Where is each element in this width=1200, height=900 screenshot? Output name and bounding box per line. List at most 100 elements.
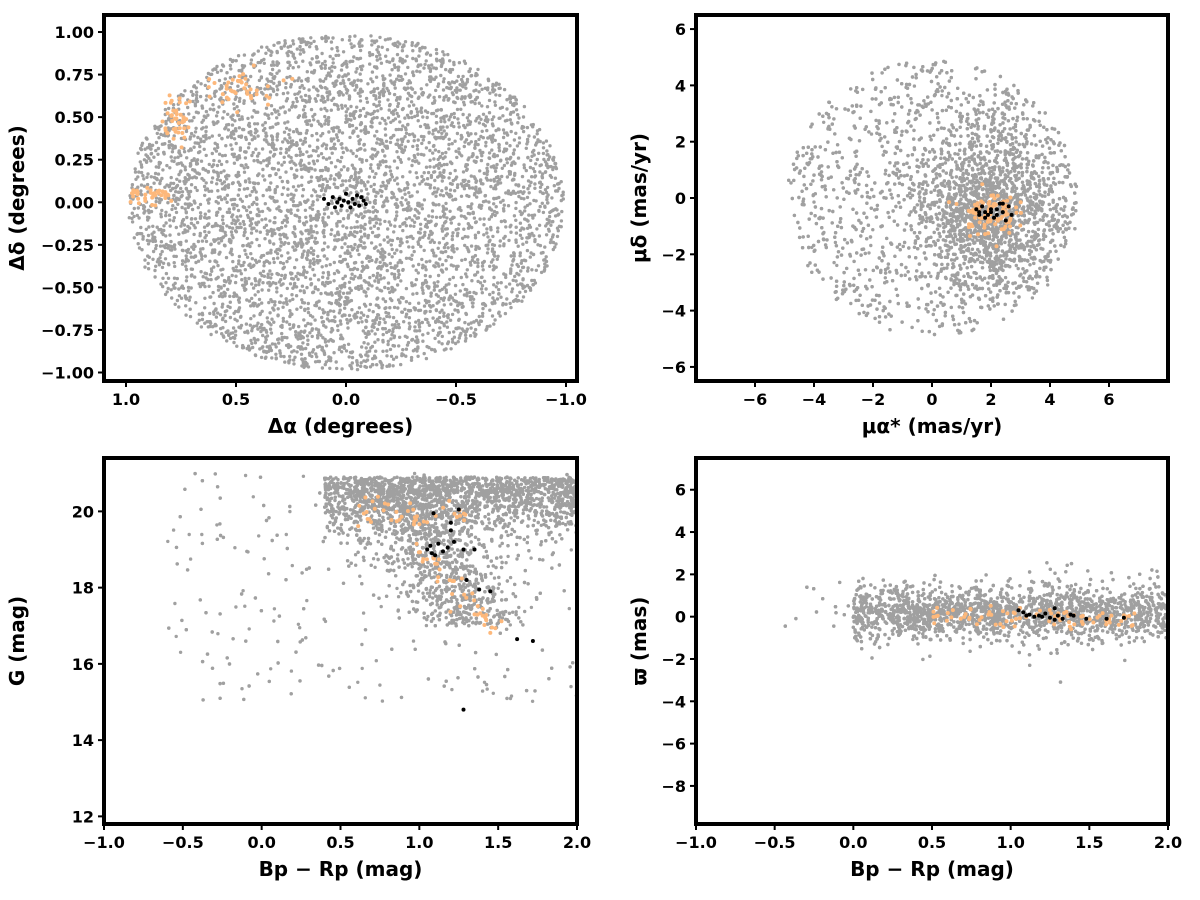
field-point (176, 202, 180, 206)
field-point (451, 231, 455, 235)
field-point (174, 225, 178, 230)
field-point (195, 90, 199, 94)
field-point (290, 276, 294, 281)
field-point (373, 234, 378, 238)
field-point (428, 165, 432, 169)
field-point (405, 82, 410, 86)
field-point (198, 94, 203, 99)
field-point (324, 77, 328, 81)
field-point (155, 131, 159, 136)
field-point (232, 202, 237, 206)
field-point (518, 221, 523, 225)
field-point (516, 244, 520, 248)
field-point (399, 295, 404, 300)
field-point (241, 127, 245, 132)
field-point (446, 316, 450, 320)
field-point (294, 294, 299, 298)
field-point (293, 227, 297, 231)
field-point (208, 311, 212, 316)
field-point (288, 354, 292, 359)
field-point (254, 190, 258, 194)
field-point (269, 79, 274, 84)
field-point (492, 202, 496, 206)
field-point (498, 93, 502, 98)
field-point (490, 136, 495, 141)
field-point (443, 120, 447, 124)
field-point (322, 351, 327, 355)
field-point (434, 47, 439, 52)
field-point (238, 222, 242, 226)
field-point (346, 326, 350, 330)
field-point (474, 132, 478, 136)
field-point (281, 316, 285, 321)
field-point (179, 93, 183, 97)
field-point (389, 337, 393, 341)
field-point (240, 68, 244, 72)
field-point (419, 110, 424, 115)
field-point (322, 234, 326, 239)
field-point (323, 114, 327, 119)
field-point (309, 251, 313, 255)
field-point (537, 151, 541, 155)
field-point (275, 50, 279, 55)
field-point (496, 182, 500, 186)
field-point (499, 158, 503, 162)
field-point (220, 273, 224, 277)
field-point (535, 157, 539, 162)
field-point (135, 232, 139, 236)
field-point (357, 139, 361, 143)
field-point (272, 242, 276, 246)
field-point (420, 207, 424, 211)
field-point (202, 139, 206, 144)
field-point (438, 193, 443, 197)
field-point (486, 235, 490, 239)
field-point (453, 283, 458, 288)
field-point (316, 336, 320, 340)
field-point (250, 115, 254, 119)
field-point (352, 266, 357, 270)
field-point (398, 300, 402, 304)
field-point (375, 217, 380, 221)
field-point (268, 327, 273, 331)
field-point (316, 154, 321, 158)
field-point (199, 159, 204, 163)
field-point (350, 355, 355, 360)
field-point (265, 113, 270, 117)
field-point (136, 242, 140, 246)
field-point (331, 145, 336, 149)
field-point (443, 155, 447, 159)
field-point (454, 267, 459, 271)
field-point (210, 224, 215, 229)
field-point (518, 251, 522, 255)
field-point (490, 148, 494, 152)
field-point (343, 274, 347, 278)
field-point (377, 320, 382, 325)
field-point (337, 74, 341, 78)
field-point (386, 339, 390, 343)
field-point (389, 135, 394, 140)
field-point (419, 227, 423, 231)
field-point (273, 300, 277, 304)
field-point (366, 82, 370, 86)
field-point (336, 49, 340, 53)
field-point (470, 279, 474, 283)
field-point (534, 268, 538, 272)
field-point (179, 169, 183, 173)
field-point (262, 61, 266, 65)
field-point (271, 257, 276, 261)
field-point (294, 188, 298, 192)
field-point (423, 46, 427, 50)
field-point (386, 342, 390, 347)
field-point (321, 282, 325, 286)
field-point (249, 58, 254, 62)
field-point (160, 176, 164, 181)
field-point (309, 107, 314, 112)
field-point (286, 187, 290, 191)
field-point (285, 179, 290, 184)
field-point (286, 193, 290, 197)
field-point (411, 264, 415, 268)
field-point (145, 182, 150, 187)
field-point (328, 74, 333, 78)
field-point (325, 74, 329, 78)
field-point (148, 143, 152, 147)
